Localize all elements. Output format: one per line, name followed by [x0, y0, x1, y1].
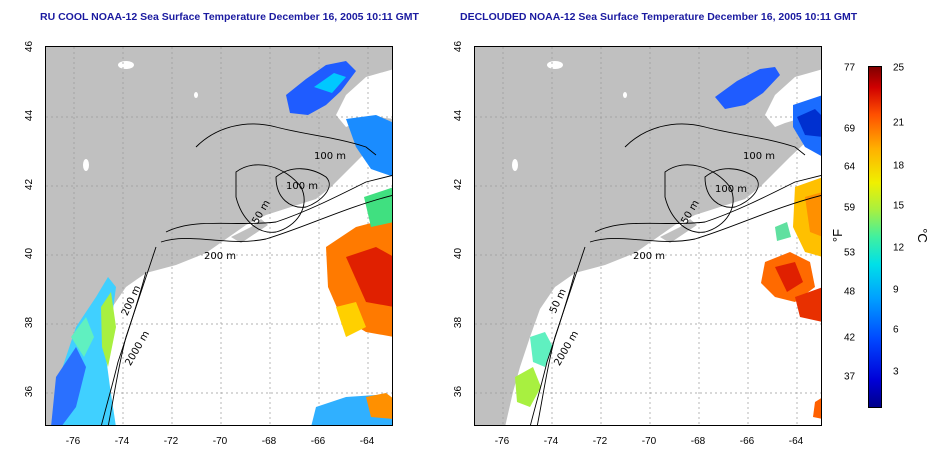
temperature-colorbar — [868, 66, 882, 408]
right-x-tick: -72 — [592, 436, 608, 447]
right-y-tick: 44 — [453, 109, 465, 122]
colorbar-c-tick: 3 — [893, 366, 899, 378]
colorbar-f-tick: 48 — [844, 286, 856, 298]
contour-100m-inner — [275, 168, 330, 208]
colorbar-f-tick: 42 — [844, 332, 856, 344]
colorbar-f-tick: 59 — [844, 202, 856, 214]
left-y-tick: 40 — [24, 247, 36, 260]
contour-label-2000m: 2000 m — [552, 329, 581, 368]
contour-200m — [594, 175, 821, 233]
contour-shelf — [530, 271, 576, 425]
celsius-unit-label: °C — [914, 228, 930, 243]
land-mass — [475, 47, 821, 425]
colorbar-c-tick: 18 — [893, 160, 905, 172]
left-map-panel: 100 m 100 m 50 m 200 m 200 m 2000 m — [45, 46, 393, 426]
contour-100m — [624, 123, 806, 156]
right-x-tick: -68 — [690, 436, 706, 447]
right-y-tick: 38 — [453, 316, 465, 329]
left-y-tick: 46 — [24, 40, 36, 53]
contour-200m-b — [160, 195, 392, 243]
right-x-tick: -76 — [494, 436, 510, 447]
left-x-tick: -72 — [163, 436, 179, 447]
colorbar-f-tick: 69 — [844, 123, 856, 135]
contour-label-100m-b: 100 m — [715, 184, 747, 195]
contour-label-100m-b: 100 m — [286, 181, 318, 192]
left-y-tick: 42 — [24, 178, 36, 191]
contour-label-100m-a: 100 m — [743, 151, 775, 162]
left-x-tick: -64 — [359, 436, 375, 447]
contour-label-2000m: 2000 m — [123, 329, 152, 368]
right-y-tick: 42 — [453, 178, 465, 191]
right-y-tick: 36 — [453, 385, 465, 398]
colorbar-c-tick: 6 — [893, 324, 899, 336]
left-panel-title: RU COOL NOAA-12 Sea Surface Temperature … — [40, 11, 419, 23]
right-x-tick: -74 — [543, 436, 559, 447]
left-x-tick: -68 — [261, 436, 277, 447]
cape-cod — [231, 219, 268, 243]
land-mass — [46, 47, 392, 425]
colorbar-c-tick: 9 — [893, 284, 899, 296]
contour-100m-inner — [704, 168, 759, 208]
left-y-tick: 38 — [24, 316, 36, 329]
contour-shelf — [101, 271, 147, 425]
left-x-tick: -70 — [212, 436, 228, 447]
colorbar-c-tick: 15 — [893, 200, 905, 212]
left-x-tick: -74 — [114, 436, 130, 447]
contour-label-200m-a: 200 m — [204, 251, 236, 262]
contour-200m-b — [589, 195, 821, 243]
left-y-tick: 36 — [24, 385, 36, 398]
left-x-tick: -76 — [65, 436, 81, 447]
right-x-tick: -70 — [641, 436, 657, 447]
right-y-tick: 46 — [453, 40, 465, 53]
contour-100m — [195, 123, 377, 156]
contour-label-200m: 200 m — [633, 251, 665, 262]
colorbar-f-tick: 64 — [844, 161, 856, 173]
colorbar-c-tick: 21 — [893, 117, 905, 129]
contour-50m — [664, 164, 734, 233]
right-map-panel: 100 m 100 m 50 m 200 m 50 m 2000 m — [474, 46, 822, 426]
contour-200m — [165, 175, 392, 233]
right-panel-title: DECLOUDED NOAA-12 Sea Surface Temperatur… — [460, 11, 858, 23]
fahrenheit-unit-label: °F — [830, 228, 846, 243]
contour-label-100m-a: 100 m — [314, 151, 346, 162]
right-y-tick: 40 — [453, 247, 465, 260]
right-x-tick: -66 — [739, 436, 755, 447]
colorbar-f-tick: 53 — [844, 247, 856, 259]
colorbar-f-tick: 37 — [844, 371, 856, 383]
colorbar-c-tick: 12 — [893, 242, 905, 254]
colorbar-f-tick: 77 — [844, 62, 856, 74]
right-x-tick: -64 — [788, 436, 804, 447]
cape-cod — [660, 219, 697, 243]
left-x-tick: -66 — [310, 436, 326, 447]
colorbar-c-tick: 25 — [893, 62, 905, 74]
contour-50m — [235, 164, 305, 233]
left-y-tick: 44 — [24, 109, 36, 122]
